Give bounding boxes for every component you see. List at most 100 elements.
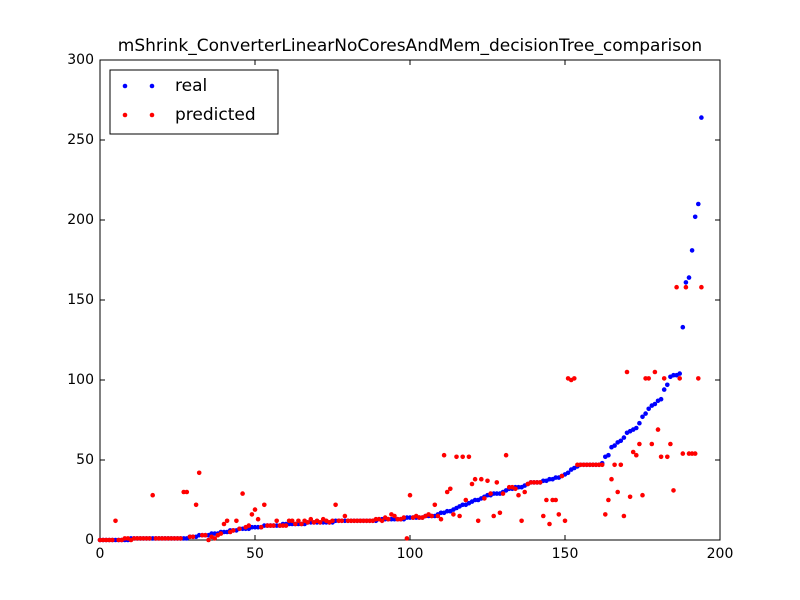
point	[541, 513, 546, 519]
point	[438, 516, 444, 522]
point	[612, 462, 617, 468]
point	[680, 324, 686, 330]
point	[246, 523, 252, 528]
y-tick-label: 200	[67, 212, 94, 228]
point	[677, 376, 682, 381]
point	[212, 536, 217, 541]
point	[299, 521, 304, 527]
point	[203, 532, 208, 538]
point	[686, 275, 692, 280]
point	[634, 425, 639, 431]
point	[448, 486, 453, 492]
point	[665, 382, 670, 388]
x-tick-label: 100	[397, 546, 424, 562]
point	[683, 280, 689, 285]
point	[556, 512, 562, 517]
point	[252, 507, 258, 512]
point	[475, 518, 481, 524]
x-tick-label: 200	[707, 546, 734, 562]
legend-marker	[122, 112, 128, 118]
point	[454, 454, 459, 460]
point	[661, 376, 667, 381]
point	[500, 491, 506, 496]
point	[392, 513, 397, 519]
point	[513, 486, 518, 492]
legend-box	[109, 69, 279, 135]
point	[655, 427, 661, 432]
point	[677, 371, 682, 376]
legend-marker	[122, 83, 128, 89]
point	[643, 411, 648, 416]
point	[466, 454, 472, 460]
point	[658, 396, 664, 402]
point	[627, 494, 633, 500]
point	[491, 513, 497, 519]
point	[522, 489, 527, 495]
point	[692, 214, 698, 220]
point	[386, 516, 391, 522]
point	[615, 489, 620, 495]
point	[249, 512, 255, 517]
point	[612, 443, 617, 448]
point	[457, 513, 462, 519]
point	[237, 526, 242, 532]
point	[565, 470, 571, 476]
point	[429, 513, 435, 519]
point	[435, 513, 441, 519]
point	[196, 470, 202, 476]
point	[274, 518, 280, 524]
point	[147, 536, 152, 541]
point	[553, 497, 558, 503]
point	[407, 492, 413, 498]
point	[113, 518, 118, 524]
point	[572, 376, 577, 381]
point	[621, 435, 627, 440]
legend-marker	[149, 83, 155, 89]
point	[696, 201, 701, 207]
point	[283, 523, 289, 528]
point	[503, 452, 509, 458]
point	[537, 480, 543, 485]
legend-label: predicted	[175, 105, 256, 125]
point	[603, 512, 608, 517]
point	[221, 521, 227, 527]
point	[479, 476, 484, 482]
point	[646, 376, 651, 381]
point	[444, 489, 450, 495]
y-tick-label: 150	[67, 292, 94, 308]
point	[293, 521, 298, 527]
point	[599, 462, 605, 468]
point	[671, 488, 676, 493]
point	[634, 452, 639, 458]
point	[692, 451, 698, 456]
legend-label: real	[175, 76, 207, 96]
point	[606, 497, 611, 503]
point	[240, 491, 245, 496]
point	[451, 512, 456, 517]
point	[305, 520, 311, 525]
point	[110, 537, 115, 543]
point	[271, 523, 276, 528]
point	[646, 406, 651, 412]
point	[482, 496, 487, 501]
point	[193, 502, 199, 508]
point	[637, 441, 642, 447]
point	[696, 376, 701, 381]
point	[463, 497, 469, 503]
point	[665, 454, 670, 460]
point	[658, 454, 664, 460]
point	[497, 510, 503, 516]
point	[519, 518, 524, 524]
point	[544, 497, 549, 503]
point	[618, 462, 624, 468]
point	[674, 284, 679, 290]
point	[339, 518, 345, 524]
point	[317, 520, 323, 525]
point	[652, 401, 658, 407]
point	[621, 513, 627, 519]
point	[258, 524, 264, 530]
point	[649, 441, 655, 447]
point	[630, 449, 636, 455]
point	[308, 516, 314, 522]
point	[699, 284, 704, 290]
